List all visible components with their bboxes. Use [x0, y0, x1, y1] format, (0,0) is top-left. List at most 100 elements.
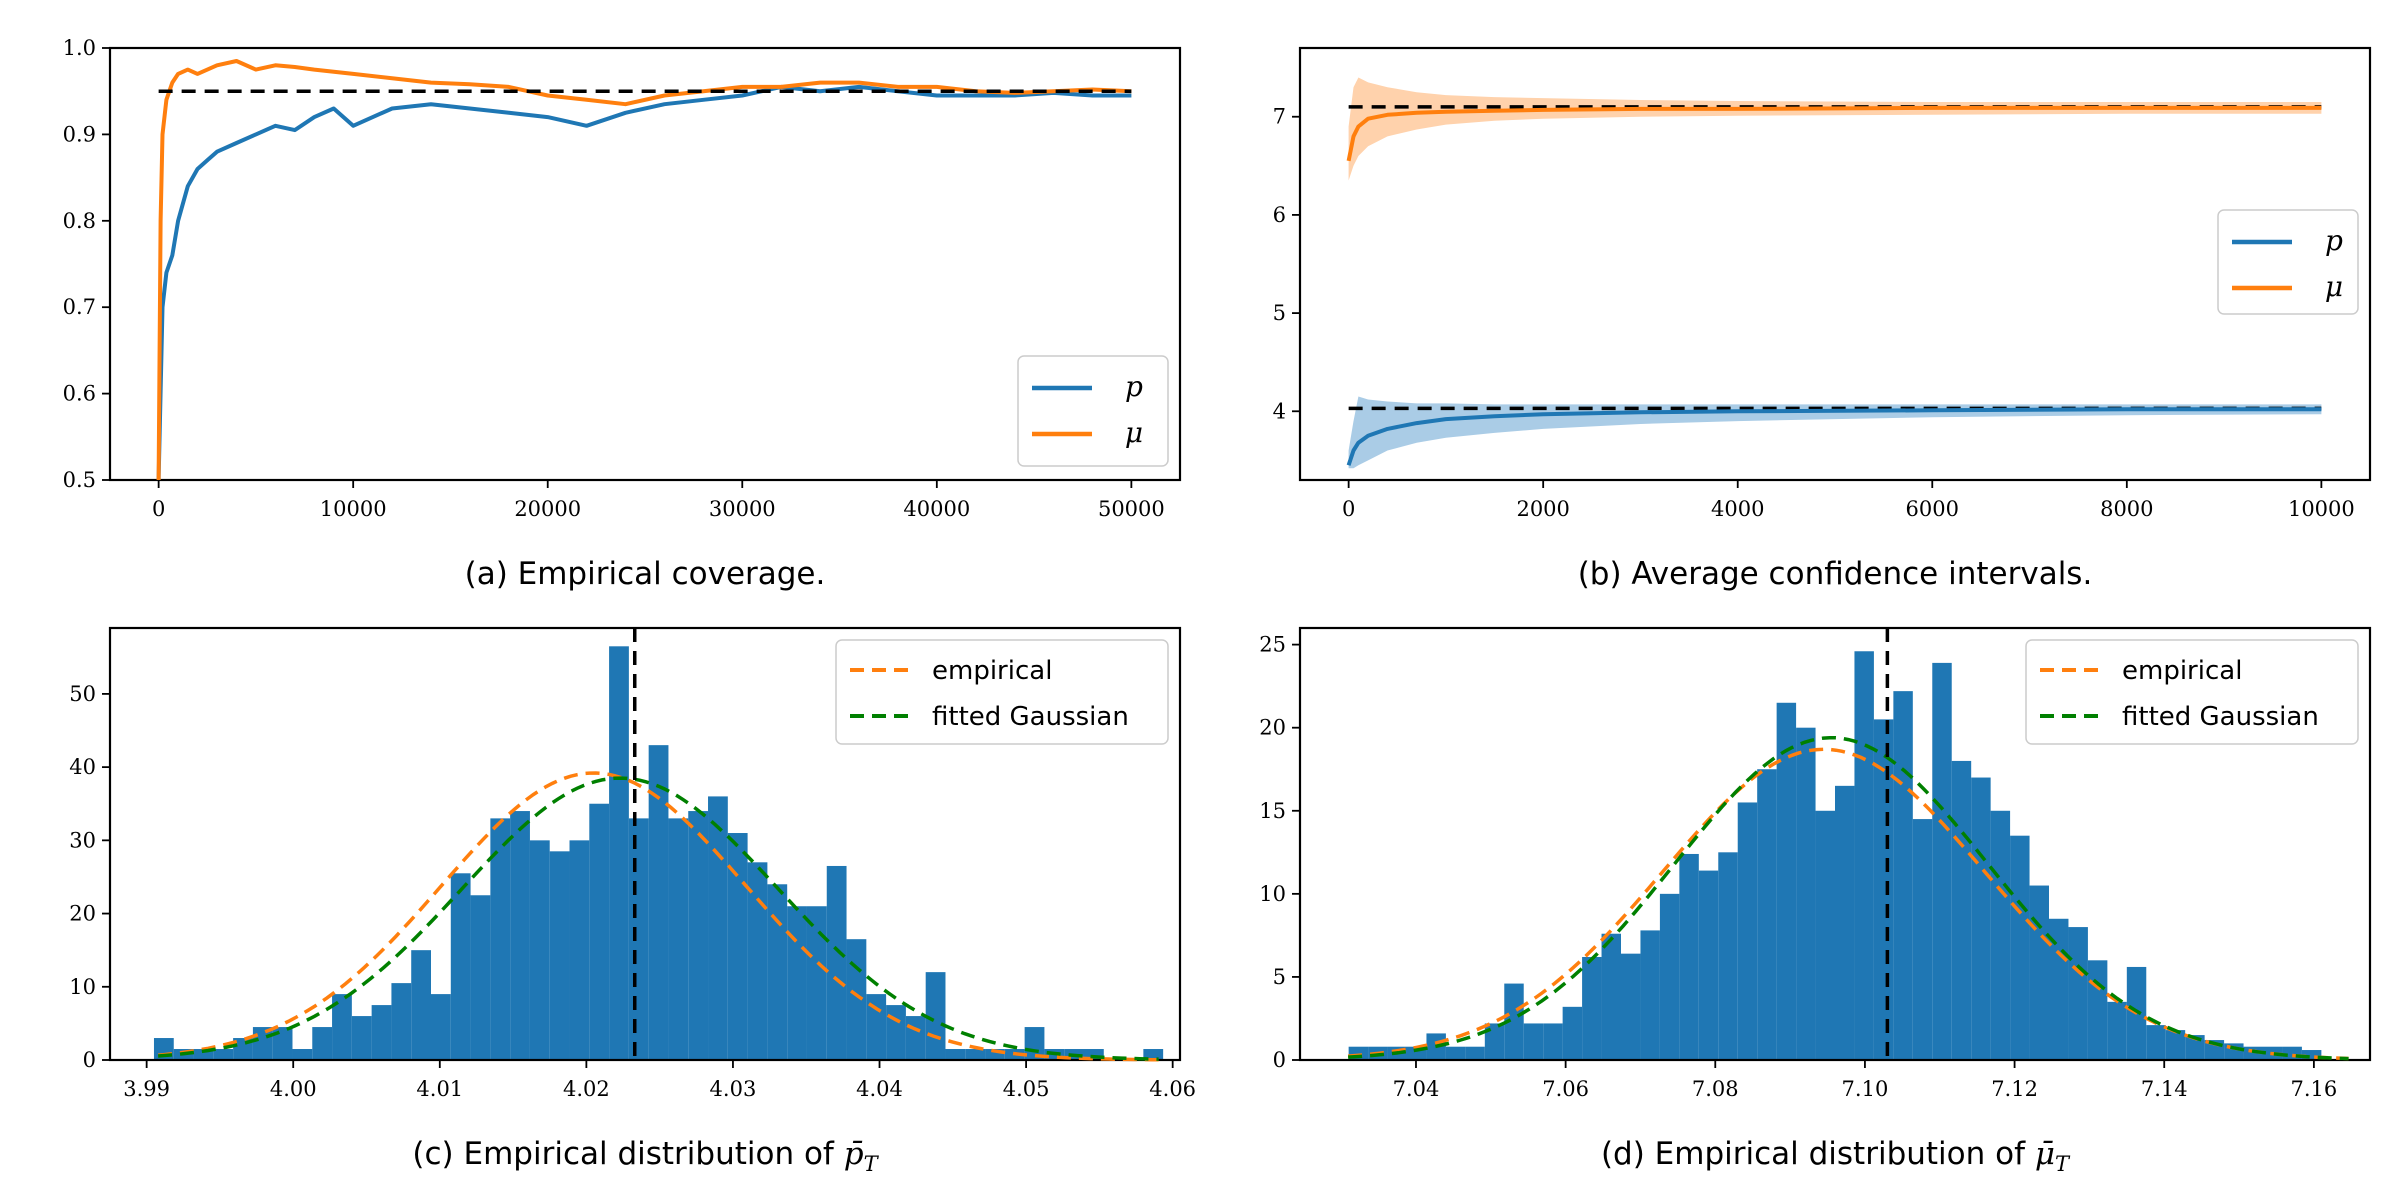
histogram-bar — [1698, 870, 1719, 1060]
legend-box — [835, 639, 1169, 745]
series-line-p — [1346, 407, 2322, 466]
histogram-bar — [708, 796, 728, 1060]
histogram-bar — [1640, 930, 1660, 1060]
histogram-bar — [252, 1027, 273, 1060]
y-tick-label: 0.9 — [63, 122, 96, 146]
x-tick-label: 4.04 — [856, 1077, 903, 1101]
x-tick-label: 50000 — [1098, 497, 1165, 521]
histogram-bar — [549, 851, 570, 1060]
plot-frame — [1298, 46, 2372, 482]
x-tick-label: 10000 — [320, 497, 387, 521]
x-tick-label: 7.04 — [1393, 1077, 1440, 1101]
histogram-bar — [1504, 983, 1524, 1060]
histogram-bar — [985, 1049, 1005, 1060]
y-tick-label: 10 — [1259, 882, 1286, 906]
histogram-bar — [1465, 1046, 1485, 1060]
histogram-bar — [431, 994, 451, 1060]
histogram-bar — [589, 803, 610, 1060]
y-tick-label: 30 — [69, 828, 96, 852]
y-tick-label: 4 — [1273, 399, 1286, 423]
histogram-bar — [1484, 1023, 1505, 1060]
y-tick-label: 20 — [1259, 716, 1286, 740]
histogram-bar — [1776, 702, 1797, 1060]
caption-symbol: p̄ — [844, 1136, 864, 1172]
histogram-bar — [945, 1049, 966, 1060]
histogram-bar — [510, 811, 530, 1060]
x-tick-label: 4.00 — [270, 1077, 317, 1101]
y-tick-label: 0 — [83, 1048, 96, 1072]
caption-text: (d) Empirical distribution of — [1601, 1136, 2035, 1172]
legend-label: fitted Gaussian — [2122, 702, 2319, 732]
histogram-bar — [332, 994, 352, 1060]
histogram-bar — [747, 862, 768, 1060]
histogram-bar — [1621, 953, 1641, 1060]
histogram-bar — [2185, 1035, 2205, 1060]
histogram-bar — [1796, 727, 1816, 1060]
histogram-bar — [529, 840, 550, 1060]
histogram-bar — [727, 833, 748, 1060]
x-tick-label: 3.99 — [123, 1077, 170, 1101]
legend-label: p — [2325, 224, 2343, 257]
histogram-bar — [1990, 810, 2011, 1060]
x-tick-label: 4.06 — [1149, 1077, 1196, 1101]
histogram-bar — [1659, 893, 1680, 1060]
y-tick-label: 0.6 — [63, 382, 96, 406]
legend-box — [2025, 639, 2359, 745]
histogram-bar — [688, 811, 709, 1060]
plot-frame — [1298, 626, 2372, 1062]
histogram-bar — [2010, 835, 2030, 1060]
histogram-bar — [1932, 662, 1952, 1060]
chart-a: 0 10000 20000 30000 40000 50000 0.5 0.6 0.7 0.8 0.… — [63, 36, 1182, 592]
caption-symbol: μ̄ — [2035, 1136, 2055, 1172]
y-tick-label: 25 — [1259, 633, 1286, 657]
confidence-band-μ — [1348, 77, 2322, 181]
y-tick-label: 6 — [1273, 203, 1286, 227]
legend-label: empirical — [2122, 656, 2242, 686]
histogram-bar — [1893, 691, 1913, 1060]
x-tick-label: 7.14 — [2141, 1077, 2188, 1101]
plot-frame — [108, 626, 1182, 1062]
histogram-bar — [1835, 785, 1855, 1060]
histogram-bar — [1543, 1023, 1563, 1060]
x-tick-label: 4.02 — [563, 1077, 610, 1101]
y-tick-label: 40 — [69, 755, 96, 779]
legend-label: empirical — [932, 656, 1052, 686]
histogram-bar — [2165, 1030, 2186, 1060]
histogram-bar — [1582, 956, 1602, 1060]
histogram-bar — [1718, 852, 1738, 1060]
histogram-bar — [2107, 1001, 2127, 1060]
legend-label: fitted Gaussian — [932, 702, 1129, 732]
histogram-bar — [2068, 927, 2088, 1060]
chart-d: 7.04 7.06 7.08 7.10 7.12 7.14 7.16 0 5 10 15 20 25 em… — [1259, 626, 2372, 1176]
x-tick-label: 0 — [152, 497, 165, 521]
histogram-bar — [569, 840, 590, 1060]
x-tick-label: 4.05 — [1003, 1077, 1050, 1101]
histogram-bar — [1912, 819, 1933, 1060]
histogram-bar — [411, 950, 431, 1060]
chart-c: 3.99 4.00 4.01 4.02 4.03 4.04 4.05 4.06 0 10 20 30 4… — [69, 626, 1196, 1176]
histogram-bar — [1951, 760, 1972, 1060]
histogram-bar — [2243, 1046, 2263, 1060]
histogram-bar — [1083, 1049, 1104, 1060]
histogram-bar — [1143, 1049, 1164, 1060]
y-tick-label: 0.5 — [63, 468, 96, 492]
histogram-bar — [826, 865, 847, 1060]
caption-text: (c) Empirical distribution of — [412, 1136, 843, 1172]
histogram-bar — [193, 1049, 214, 1060]
histogram-bar — [2146, 1025, 2166, 1060]
histogram-bar — [668, 818, 689, 1060]
histogram-bar — [1737, 802, 1758, 1060]
histogram-bar — [1679, 853, 1699, 1060]
histogram-bar — [806, 906, 827, 1060]
x-tick-label: 4000 — [1711, 497, 1764, 521]
histogram-bar — [628, 818, 649, 1060]
histogram-bar — [312, 1027, 333, 1060]
y-tick-label: 20 — [69, 902, 96, 926]
x-tick-label: 40000 — [903, 497, 970, 521]
x-tick-label: 20000 — [514, 497, 581, 521]
histogram-bar — [292, 1049, 313, 1060]
caption-a: (a) Empirical coverage. — [465, 556, 826, 592]
legend-label: μ — [2325, 270, 2343, 303]
histogram-bar — [213, 1049, 234, 1060]
x-tick-label: 4.01 — [416, 1077, 463, 1101]
